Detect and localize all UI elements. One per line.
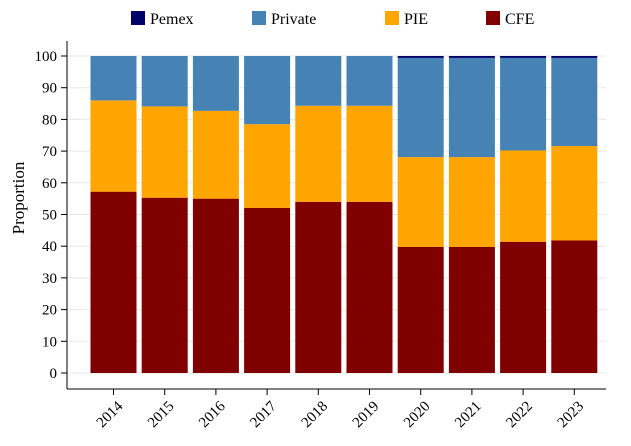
bar-pemex-2021 [448,56,495,58]
y-tick-label: 60 [42,176,57,192]
x-tick-label-2014: 2014 [94,398,127,431]
y-tick-label: 70 [42,144,57,160]
x-tick-label-2018: 2018 [299,399,332,432]
bar-private-2017 [244,56,291,125]
bar-pemex-2022 [500,56,547,58]
legend-swatch-pemex [131,11,145,25]
y-tick-label: 40 [42,239,57,255]
legend-label-pemex: Pemex [150,11,194,28]
bar-pie-2014 [90,100,137,192]
legend-label-private: Private [271,11,316,28]
legend-label-pie: PIE [404,11,428,28]
x-tick-label-2019: 2019 [350,399,383,432]
bar-cfe-2018 [295,201,342,373]
x-tick-label-2016: 2016 [196,398,229,431]
bar-private-2015 [141,56,188,107]
bar-private-2019 [346,56,393,106]
legend: Pemex Private PIE CFE [131,11,534,28]
bar-cfe-2023 [551,240,598,373]
y-tick-label: 20 [42,303,57,319]
y-tick-label: 100 [35,49,58,65]
legend-label-cfe: CFE [505,11,534,28]
y-tick-label: 80 [42,112,57,128]
legend-swatch-cfe [486,11,500,25]
bar-private-2016 [192,56,239,111]
y-tick-label: 50 [42,208,57,224]
bar-private-2022 [500,57,547,151]
x-tick-label-2020: 2020 [401,399,434,432]
bar-pie-2018 [295,105,342,202]
bar-cfe-2019 [346,201,393,373]
x-tick-label-2017: 2017 [247,398,280,431]
bar-pie-2021 [448,157,495,247]
bar-pie-2023 [551,146,598,241]
bar-pie-2020 [397,157,444,247]
bar-private-2020 [397,57,444,158]
x-tick-label-2022: 2022 [503,399,536,432]
bar-cfe-2021 [448,246,495,373]
bar-cfe-2015 [141,197,188,373]
bar-pie-2016 [192,110,239,199]
bar-cfe-2022 [500,241,547,373]
bar-private-2014 [90,56,137,101]
bar-cfe-2017 [244,207,291,373]
bars [90,56,598,373]
x-tick-label-2023: 2023 [555,399,588,432]
bar-private-2023 [551,57,598,147]
legend-swatch-private [252,11,266,25]
x-tick-label-2021: 2021 [452,399,485,432]
bar-cfe-2020 [397,246,444,373]
y-tick-label: 10 [42,334,57,350]
bar-pie-2015 [141,106,188,198]
bar-pie-2022 [500,150,547,242]
bar-pie-2019 [346,105,393,202]
bar-pemex-2023 [551,56,598,58]
legend-swatch-pie [385,11,399,25]
bar-cfe-2014 [90,191,137,373]
y-tick-label: 90 [42,81,57,97]
bar-pie-2017 [244,124,291,208]
bar-private-2021 [448,57,495,158]
y-tick-label: 0 [50,366,58,382]
bar-private-2018 [295,56,342,106]
y-tick-label: 30 [42,271,57,287]
y-axis-title: Proportion [9,161,28,234]
bar-cfe-2016 [192,198,239,373]
bar-pemex-2020 [397,56,444,58]
x-tick-label-2015: 2015 [145,399,178,432]
